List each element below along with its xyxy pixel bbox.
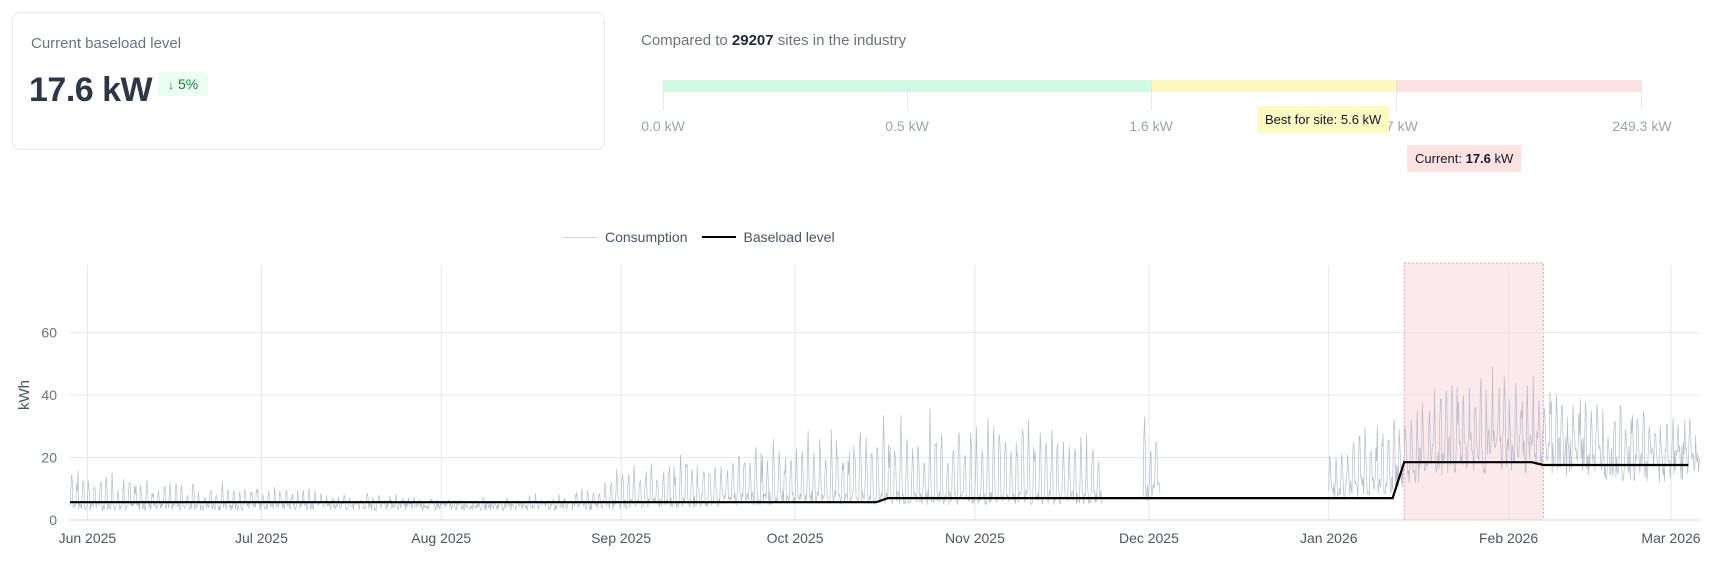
consumption-line: [69, 408, 1103, 512]
y-tick-label: 0: [49, 512, 57, 528]
y-tick-label: 20: [41, 450, 57, 466]
range-label: 249.3 kW: [1612, 118, 1672, 134]
baseload-value: 17.6 kW: [29, 71, 153, 109]
comparison-range-bar: [663, 80, 1642, 110]
x-tick-label: Aug 2025: [411, 530, 471, 546]
y-axis-label: kWh: [16, 380, 33, 410]
comparison-title: Compared to 29207 sites in the industry: [641, 32, 907, 49]
current-tooltip: Current: 17.6 kW: [1407, 145, 1522, 172]
range-tick: [1641, 80, 1642, 110]
baseload-line: [70, 461, 1689, 504]
consumption-chart: 0 20 40 60 Jun 2025 Jul 2025 Aug 2025 Sep 2025 O…: [16, 262, 1701, 546]
range-segment-yellow: [1151, 80, 1396, 92]
legend-item-consumption[interactable]: Consumption: [563, 229, 688, 245]
card-title: Current baseload level: [31, 35, 182, 52]
legend-swatch-baseload: [701, 236, 736, 238]
x-tick-label: Mar 2026: [1641, 530, 1700, 546]
x-tick-label: Nov 2025: [945, 530, 1005, 546]
range-tick: [663, 80, 664, 110]
x-tick-label: Jul 2025: [235, 530, 288, 546]
highlight-region: [1403, 262, 1544, 521]
y-tick-label: 40: [41, 387, 57, 403]
x-tick-label: Jan 2026: [1300, 530, 1358, 546]
consumption-line: [1142, 416, 1161, 501]
y-tick-label: 60: [41, 325, 57, 341]
range-tick: [1151, 80, 1152, 110]
x-tick-label: Feb 2026: [1479, 530, 1538, 546]
range-tick: [907, 80, 908, 110]
arrow-down-icon: ↓: [168, 78, 174, 92]
chart-legend: Consumption Baseload level: [563, 229, 849, 245]
legend-item-baseload[interactable]: Baseload level: [701, 229, 835, 245]
x-tick-label: Sep 2025: [591, 530, 651, 546]
change-badge: ↓ 5%: [158, 72, 209, 96]
legend-swatch-consumption: [563, 236, 597, 238]
range-segment-red: [1396, 80, 1642, 92]
baseload-card: Current baseload level 17.6 kW ↓ 5%: [12, 12, 605, 150]
change-value: 5%: [178, 76, 199, 92]
range-label: 0.0 kW: [641, 118, 685, 134]
sites-count: 29207: [731, 32, 774, 49]
range-label: 0.5 kW: [885, 118, 929, 134]
range-tick: [1396, 80, 1397, 110]
x-tick-label: Dec 2025: [1119, 530, 1179, 546]
x-tick-label: Oct 2025: [767, 530, 824, 546]
x-tick-label: Jun 2025: [59, 530, 117, 546]
range-label: 1.6 kW: [1129, 118, 1173, 134]
best-for-site-tooltip: Best for site: 5.6 kW: [1257, 106, 1390, 133]
